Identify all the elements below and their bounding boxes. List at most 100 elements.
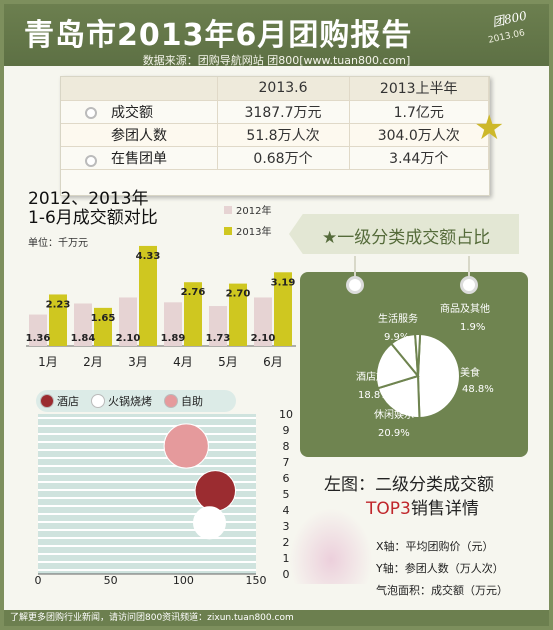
table-header-cell: 2013上半年 — [349, 77, 489, 101]
y-tick-label: 7 — [283, 456, 290, 469]
pie-label: 酒店旅游 — [356, 370, 396, 383]
bubble-火锅烧烤 — [192, 506, 227, 540]
table-cell: 1.7亿元 — [349, 100, 489, 124]
legend-item-2012: 2012年 — [224, 202, 271, 217]
pie-chart: 美食 48.8% 休闲娱乐 20.9% 酒店旅游 18.8% 生活服务 9.9% 商品及其他 1.… — [356, 302, 494, 439]
y-axis-note: Y轴：参团人数（万人次） — [376, 562, 504, 575]
pin-string — [354, 256, 356, 282]
legend-label: 2013年 — [236, 227, 272, 238]
x-tick-label: 150 — [246, 574, 267, 584]
table-cell: 3.44万个 — [349, 146, 489, 170]
table-row: 成交额 3187.7万元 1.7亿元 — [61, 100, 489, 124]
infographic: 青岛市2013年6月团购报告 团800 2013.06 数据来源：团购导航网站 … — [4, 4, 549, 626]
data-source: 数据来源：团购导航网站 团800[www.tuan800.com] — [142, 54, 411, 67]
bar-2013 — [274, 272, 292, 346]
x-tick-label: 2月 — [83, 355, 103, 369]
stamp-logo: 团800 — [491, 8, 529, 30]
legend-dot — [164, 394, 178, 408]
data-label-2013: 1.65 — [91, 313, 116, 324]
x-axis-note: X轴：平均团购价（元） — [376, 540, 494, 553]
page-title: 青岛市2013年6月团购报告 — [24, 18, 413, 53]
table-row: 在售团单 0.68万个 3.44万个 — [61, 146, 489, 170]
bar-chart-unit: 单位：千万元 — [28, 238, 88, 249]
note-top3: TOP3 — [366, 499, 411, 519]
bar-2013 — [139, 245, 157, 346]
bar-chart-title: 2012、2013年 1-6月成交额对比 — [28, 190, 158, 228]
legend-swatch — [224, 205, 232, 214]
y-tick-label: 4 — [283, 504, 290, 517]
legend-dot — [40, 394, 54, 408]
data-label-2013: 3.19 — [271, 277, 296, 288]
legend-label: 自助 — [181, 395, 203, 408]
y-tick-label: 8 — [283, 440, 290, 453]
bar-2013 — [49, 294, 67, 346]
note-line2-rest: 销售详情 — [410, 499, 479, 519]
row-label: 参团人数 — [61, 123, 218, 147]
pie-percent: 48.8% — [462, 384, 494, 395]
pin-icon — [346, 276, 364, 294]
bar-chart-title-line1: 2012、2013年 — [28, 189, 149, 209]
legend-dot — [91, 394, 105, 408]
bar-2012 — [254, 297, 272, 346]
y-tick-label: 10 — [279, 408, 293, 421]
data-label-2013: 2.76 — [181, 287, 206, 298]
y-tick-label: 9 — [283, 424, 290, 437]
summary-table: 2013.6 2013上半年 成交额 3187.7万元 1.7亿元 参团人数 5… — [61, 77, 489, 170]
pie-percent: 20.9% — [378, 428, 410, 439]
binder-ring — [85, 155, 97, 167]
pie-percent: 18.8% — [358, 390, 390, 401]
data-label-2012: 1.73 — [206, 333, 231, 344]
pie-label: 生活服务 — [378, 312, 418, 325]
table-cell: 0.68万个 — [217, 146, 350, 170]
y-tick-label: 6 — [283, 472, 290, 485]
pie-slice — [376, 374, 421, 419]
lotus-decoration — [286, 504, 376, 584]
pie-banner-shape — [289, 214, 519, 254]
table-row: 参团人数 51.8万人次 304.0万人次 — [61, 123, 489, 147]
pie-label: 美食 — [460, 366, 480, 379]
table-cell: 51.8万人次 — [217, 123, 350, 147]
pie-slice — [416, 332, 461, 420]
pie-slice — [414, 333, 422, 377]
y-tick-label: 5 — [283, 488, 290, 501]
data-label-2013: 2.70 — [226, 289, 251, 300]
table-header-cell: 2013.6 — [217, 77, 350, 101]
legend-item-hotel: 酒店 — [40, 393, 79, 409]
table-header-cell — [61, 77, 218, 101]
summary-table-panel: 2013.6 2013上半年 成交额 3187.7万元 1.7亿元 参团人数 5… — [60, 76, 490, 196]
x-tick-label: 100 — [173, 574, 194, 584]
bubble-legend: 酒店 火锅烧烤 自助 — [36, 390, 236, 412]
stamp-date: 2013.06 — [487, 28, 526, 46]
x-tick-label: 5月 — [218, 355, 238, 369]
axis-notes: X轴：平均团购价（元） Y轴：参团人数（万人次） 气泡面积：成交额（万元） — [376, 538, 508, 604]
note-line2: TOP3销售详情 — [366, 494, 479, 519]
bar-2012 — [209, 306, 227, 346]
pie-banner-title: ★一级分类成交额占比 — [322, 228, 491, 248]
legend-label: 火锅烧烤 — [108, 395, 152, 408]
bar-chart-legend: 2012年 2013年 — [224, 202, 271, 244]
footer: 了解更多团购行业新闻，请访问团800资讯频道：zixun.tuan800.com — [4, 610, 549, 626]
data-label-2012: 1.36 — [26, 333, 51, 344]
pin-string — [468, 256, 470, 282]
table-header-row: 2013.6 2013上半年 — [61, 77, 489, 101]
pie-label: 商品及其他 — [440, 302, 490, 315]
data-label-2013: 4.33 — [136, 251, 161, 262]
legend-swatch — [224, 226, 232, 235]
bar-2012 — [119, 297, 137, 346]
data-label-2013: 2.23 — [46, 299, 71, 310]
row-label: 在售团单 — [61, 146, 218, 170]
bar-2012 — [74, 303, 92, 346]
x-tick-label: 1月 — [38, 355, 58, 369]
legend-item-2013: 2013年 — [224, 223, 271, 238]
star-icon: ★ — [474, 108, 505, 148]
bubble-chart: 0 50 100 150 0 1 2 3 4 5 6 7 8 9 10 — [35, 408, 294, 584]
bar-2013 — [184, 282, 202, 346]
bar-2013 — [94, 307, 112, 346]
legend-item-hotpot: 火锅烧烤 — [91, 393, 152, 409]
y-tick-label: 0 — [283, 568, 290, 581]
data-label-2012: 1.89 — [161, 333, 186, 344]
x-tick-label: 50 — [104, 574, 118, 584]
x-tick-label: 4月 — [173, 355, 193, 369]
pie-percent: 9.9% — [384, 332, 409, 343]
y-tick-label: 1 — [283, 552, 290, 565]
